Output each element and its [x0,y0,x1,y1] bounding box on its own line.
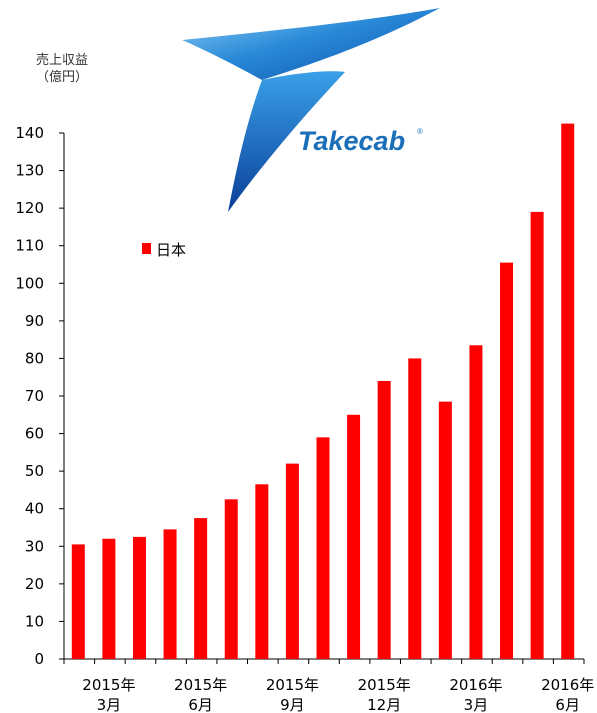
y-tick-label: 80 [25,349,44,367]
y-tick-label: 100 [15,274,44,292]
x-axis-labels: 2015年 3月 2015年 6月 2015年 9月 2015年 12月 2016年 3月 2016… [82,676,594,713]
legend: 日本 [142,241,186,259]
x-tick-label-month: 6月 [188,696,213,713]
bar-12 [408,358,422,659]
y-tick-label: 110 [15,237,44,255]
logo-registered-mark: ® [417,127,423,136]
y-tick-label: 60 [25,425,44,443]
y-axis-title-line2: （億円） [35,70,88,85]
legend-label: 日本 [156,241,186,259]
legend-swatch [142,243,151,254]
y-tick-label: 30 [25,537,44,555]
x-tick-label-year: 2015年 [266,676,319,694]
y-tick-label: 40 [25,500,44,518]
bar-15 [500,262,514,659]
bar-8 [285,463,299,659]
x-tick-label-year: 2016年 [541,676,594,694]
y-tick-label: 50 [25,462,44,480]
y-axis-title-line1: 売上収益 [35,53,88,68]
y-tick-label: 0 [34,650,44,668]
bar-9 [316,437,330,659]
bar-13 [438,401,452,659]
y-tick-label: 70 [25,387,44,405]
x-tick-label-month: 6月 [555,696,580,713]
logo-wordmark: Takecab [298,126,405,156]
bar-7 [255,484,269,659]
bar-5 [194,518,208,659]
x-tick-label-month: 3月 [464,696,489,713]
bar-16 [530,211,544,659]
x-tick-label-month: 9月 [280,696,305,713]
y-tick-label: 120 [15,199,44,217]
x-tick-label-month: 12月 [367,696,401,713]
x-tick-label-year: 2016年 [449,676,502,694]
y-tick-label: 130 [15,162,44,180]
bar-11 [377,380,391,659]
bar-17 [561,123,575,660]
takecab-logo: Takecab ® [182,8,440,212]
bar-6 [224,499,238,659]
y-tick-label: 140 [15,124,44,142]
x-tick-label-year: 2015年 [174,676,227,694]
bar-3 [132,536,146,659]
y-tick-label: 20 [25,575,44,593]
x-tick-label-year: 2015年 [82,676,135,694]
bar-4 [163,529,177,659]
logo-swoosh-top [182,8,440,80]
x-tick-label-month: 3月 [97,696,122,713]
axes: 0 10 20 30 40 50 60 70 80 90 100 110 120 130 140 [15,124,585,668]
bars [71,123,575,660]
y-tick-label: 10 [25,612,44,630]
bar-1 [71,544,85,659]
x-tick-label-year: 2015年 [358,676,411,694]
bar-2 [102,538,116,659]
logo-swoosh-blade [228,71,345,212]
y-tick-label: 90 [25,312,44,330]
bar-14 [469,345,483,659]
bar-10 [347,414,361,659]
y-axis-title: 売上収益 （億円） [22,52,102,86]
